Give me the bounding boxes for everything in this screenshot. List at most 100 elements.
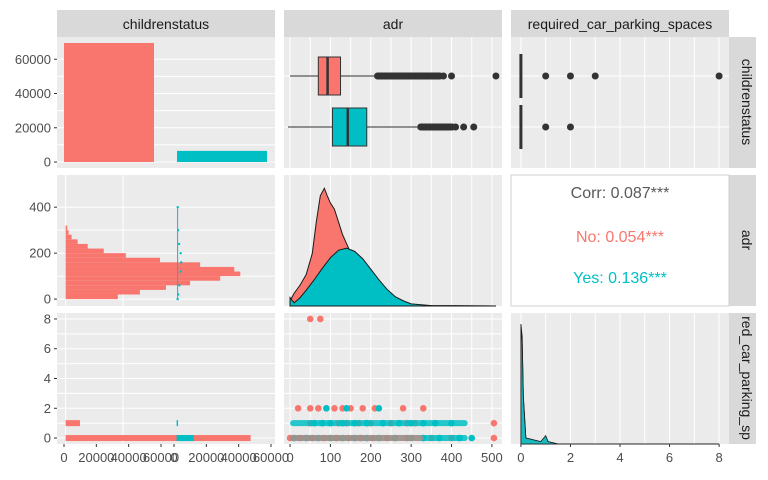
scatter-no-2 xyxy=(294,404,302,412)
adr-hist-no-bar-5 xyxy=(65,271,241,277)
adr-hist-no-bar-15 xyxy=(65,225,68,231)
tick-label-c1a-x-0: 0 xyxy=(60,450,67,465)
tick-label-c2-x-3: 300 xyxy=(400,450,422,465)
box-no xyxy=(317,56,342,96)
scatter-no-1 xyxy=(317,315,324,323)
scatter-yes-28 xyxy=(468,434,476,442)
adr-hist-no-bar-13 xyxy=(65,234,72,240)
adr-hist-no-bar-3 xyxy=(65,280,191,286)
parking-hist-yes-bar-0 xyxy=(176,435,194,442)
tick-label-c1b-x-0: 0 xyxy=(170,450,177,465)
outlier-no-1 xyxy=(391,72,399,80)
tick-label-c2-x-5: 500 xyxy=(481,450,503,465)
adr-yes-strip-3 xyxy=(179,270,182,273)
panel-1-2 xyxy=(284,37,502,168)
parking-point-no-2 xyxy=(566,72,574,80)
row-strip-1: childrenstatus xyxy=(729,37,756,168)
adr-hist-no-bar-8 xyxy=(65,257,160,263)
tick-label-c1a-x-3: 60000 xyxy=(143,450,179,465)
adr-yes-strip-6 xyxy=(177,242,181,246)
panel-2-3-correlation xyxy=(510,174,730,307)
tick-label-c3-x-0: 0 xyxy=(517,450,524,465)
tick-label-c2-x-0: 0 xyxy=(286,450,293,465)
column-strip-3-label: required_car_parking_spaces xyxy=(528,16,712,32)
tick-label-c2-x-4: 400 xyxy=(441,450,463,465)
bar-no xyxy=(64,42,154,163)
outlier-yes-5 xyxy=(470,123,478,131)
adr-hist-no-bar-2 xyxy=(65,285,166,290)
parking-point-yes-2 xyxy=(566,123,574,131)
adr-hist-no-bar-10 xyxy=(65,248,104,254)
scatter-no-4 xyxy=(315,404,322,412)
outlier-yes-2 xyxy=(444,123,451,131)
tick-label-c1b-x-3: 60000 xyxy=(253,450,289,465)
parking-hist-no-bar-1 xyxy=(65,420,80,427)
parking-point-no-1 xyxy=(542,72,550,80)
adr-density-yes xyxy=(289,247,496,307)
boxplot-yes xyxy=(288,107,478,147)
outlier-no-7 xyxy=(492,72,500,80)
outlier-no-4 xyxy=(427,72,435,80)
tick-label-r1-y-1: 20000 xyxy=(15,120,51,135)
outlier-no-5 xyxy=(439,72,447,80)
adr-yes-strip-5 xyxy=(179,251,182,255)
correlation-yes: Yes: 0.136*** xyxy=(573,270,667,287)
outlier-yes-3 xyxy=(452,123,460,131)
outlier-yes-4 xyxy=(460,123,468,131)
outlier-no-2 xyxy=(403,72,411,80)
parking-point-yes-1 xyxy=(542,123,550,131)
parking-point-no-3 xyxy=(591,72,599,80)
column-strip-2-label: adr xyxy=(383,16,404,32)
row-strip-3-label: red_car_parking_sp xyxy=(739,316,755,440)
tick-label-r3-y-2: 4 xyxy=(44,371,51,386)
adr-yes-strip-4 xyxy=(180,261,183,264)
tick-label-c3-x-2: 4 xyxy=(616,450,623,465)
scatter-band-no-0 xyxy=(290,435,424,442)
adr-hist-no-bar-9 xyxy=(65,253,126,258)
adr-hist-no-bar-1 xyxy=(65,289,140,295)
chart-marks xyxy=(64,42,723,445)
column-strip-1: childrenstatus xyxy=(57,10,275,37)
scatter-no-0 xyxy=(306,315,314,323)
outlier-no-6 xyxy=(448,72,456,80)
tick-label-c1a-x-2: 40000 xyxy=(111,450,147,465)
scatter-yes-0 xyxy=(323,404,330,412)
adr-hist-no-bar-0 xyxy=(65,294,118,300)
tick-label-r3-y-3: 6 xyxy=(44,341,51,356)
tick-label-c1a-x-1: 20000 xyxy=(78,450,114,465)
parking-hist-yes-bar-1 xyxy=(176,420,179,427)
bar-yes xyxy=(177,150,267,163)
tick-label-c3-x-3: 6 xyxy=(666,450,673,465)
adr-hist-no-bar-7 xyxy=(65,262,201,267)
correlation-overall: Corr: 0.087*** xyxy=(571,185,670,202)
column-strip-3: required_car_parking_spaces xyxy=(511,10,729,37)
adr-hist-no-bar-14 xyxy=(65,230,69,235)
tick-label-c2-x-1: 100 xyxy=(320,450,342,465)
scatter-no-12 xyxy=(419,404,427,412)
parking-density-yes xyxy=(520,329,720,445)
boxplot-no xyxy=(290,56,500,96)
tick-label-c3-x-4: 8 xyxy=(715,450,722,465)
box-yes xyxy=(331,107,368,147)
outlier-yes-0 xyxy=(419,123,427,131)
scatter-no-23 xyxy=(490,419,498,427)
tick-label-r1-y-0: 0 xyxy=(44,155,51,170)
parking-box-no xyxy=(519,54,523,98)
scatter-yes-1 xyxy=(343,404,350,412)
adr-hist-no-bar-11 xyxy=(65,243,88,249)
parking-box-yes xyxy=(519,105,523,149)
tick-label-r2-y-2: 400 xyxy=(29,200,51,215)
tick-label-r1-y-2: 40000 xyxy=(15,86,51,101)
tick-label-c3-x-1: 2 xyxy=(567,450,574,465)
parking-hist-no-bar-0 xyxy=(65,435,251,442)
column-strip-2: adr xyxy=(284,10,502,37)
adr-hist-no-bar-6 xyxy=(65,266,235,272)
correlation-no: No: 0.054*** xyxy=(576,229,664,246)
outlier-no-3 xyxy=(415,72,423,80)
adr-hist-no-bar-4 xyxy=(65,276,221,281)
scatter-no-6 xyxy=(331,404,338,412)
parking-point-no-4 xyxy=(715,72,723,80)
tick-label-r2-y-1: 200 xyxy=(29,246,51,261)
